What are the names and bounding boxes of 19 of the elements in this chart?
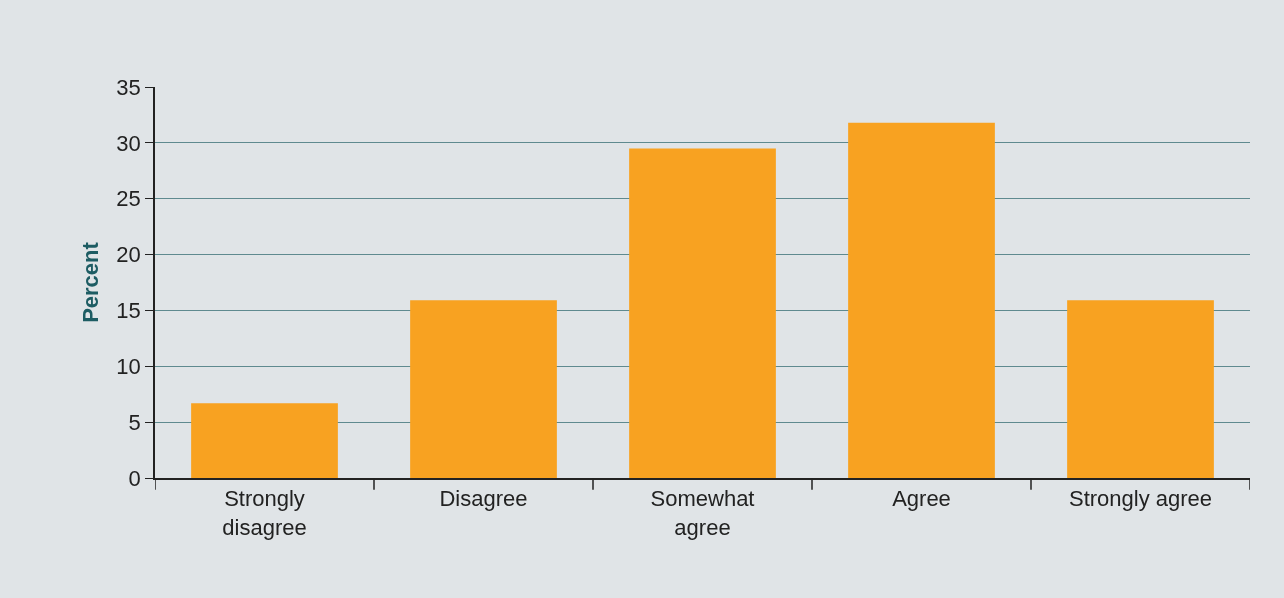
y-tick-label: 0 [128,465,141,491]
y-tick-label: 35 [116,74,141,100]
x-tick-label: Disagree [439,486,528,512]
x-tick-label: Strongly agree [1068,486,1213,512]
y-tick-label: 15 [116,298,141,324]
y-tick-label: 20 [116,242,141,268]
x-tick-label: Strongly disagree [222,486,307,540]
bar [848,122,995,478]
bar [191,403,338,478]
x-tick-label: Agree [892,486,951,512]
y-axis-title: Percent [77,241,103,323]
x-tick-label: Somewhat agree [650,486,755,540]
bar [1067,300,1214,478]
y-tick-label: 10 [116,353,141,379]
bar [629,148,776,478]
y-tick-label: 5 [128,409,141,435]
y-tick-label: 30 [116,130,141,156]
y-tick-label: 25 [116,186,141,212]
bar [410,300,557,478]
